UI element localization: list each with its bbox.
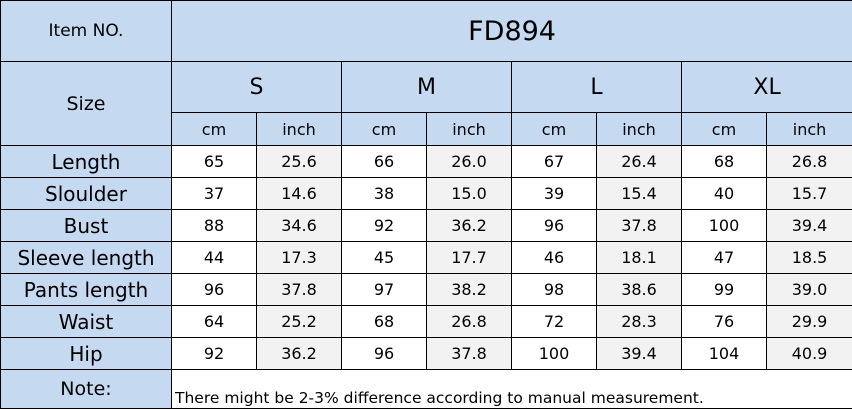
- unit-inch: inch: [257, 113, 342, 146]
- row-label: Hip: [1, 338, 172, 370]
- unit-inch: inch: [597, 113, 682, 146]
- cell-cm: 37: [172, 178, 257, 210]
- unit-cm: cm: [682, 113, 767, 146]
- cell-cm: 68: [342, 306, 427, 338]
- row-label: Sleeve length: [1, 242, 172, 274]
- cell-cm: 67: [512, 146, 597, 178]
- cell-cm: 100: [512, 338, 597, 370]
- cell-cm: 99: [682, 274, 767, 306]
- cell-cm: 96: [172, 274, 257, 306]
- cell-cm: 45: [342, 242, 427, 274]
- row-label: Waist: [1, 306, 172, 338]
- cell-cm: 47: [682, 242, 767, 274]
- cell-inch: 39.0: [767, 274, 852, 306]
- unit-cm: cm: [342, 113, 427, 146]
- cell-cm: 97: [342, 274, 427, 306]
- cell-inch: 36.2: [257, 338, 342, 370]
- cell-cm: 68: [682, 146, 767, 178]
- cell-inch: 39.4: [597, 338, 682, 370]
- cell-inch: 40.9: [767, 338, 852, 370]
- size-xl: XL: [682, 62, 852, 113]
- unit-inch: inch: [427, 113, 512, 146]
- cell-cm: 65: [172, 146, 257, 178]
- cell-inch: 38.6: [597, 274, 682, 306]
- cell-inch: 26.8: [767, 146, 852, 178]
- cell-inch: 26.4: [597, 146, 682, 178]
- cell-cm: 98: [512, 274, 597, 306]
- cell-inch: 36.2: [427, 210, 512, 242]
- cell-cm: 76: [682, 306, 767, 338]
- cell-inch: 37.8: [597, 210, 682, 242]
- cell-cm: 88: [172, 210, 257, 242]
- cell-inch: 38.2: [427, 274, 512, 306]
- cell-inch: 25.6: [257, 146, 342, 178]
- size-s: S: [172, 62, 342, 113]
- size-l: L: [512, 62, 682, 113]
- cell-cm: 38: [342, 178, 427, 210]
- cell-inch: 15.0: [427, 178, 512, 210]
- item-row: Item NO. FD894: [1, 1, 852, 62]
- cell-cm: 44: [172, 242, 257, 274]
- cell-cm: 92: [342, 210, 427, 242]
- cell-inch: 28.3: [597, 306, 682, 338]
- cell-inch: 34.6: [257, 210, 342, 242]
- cell-inch: 26.0: [427, 146, 512, 178]
- unit-inch: inch: [767, 113, 852, 146]
- cell-inch: 29.9: [767, 306, 852, 338]
- cell-inch: 17.3: [257, 242, 342, 274]
- size-row: Size S M L XL: [1, 62, 852, 113]
- item-number: FD894: [172, 1, 852, 62]
- cell-inch: 14.6: [257, 178, 342, 210]
- cell-inch: 17.7: [427, 242, 512, 274]
- cell-cm: 64: [172, 306, 257, 338]
- cell-cm: 104: [682, 338, 767, 370]
- row-label: Bust: [1, 210, 172, 242]
- cell-inch: 18.5: [767, 242, 852, 274]
- row-label: Pants length: [1, 274, 172, 306]
- cell-inch: 37.8: [257, 274, 342, 306]
- item-label: Item NO.: [1, 1, 172, 62]
- cell-inch: 37.8: [427, 338, 512, 370]
- size-label: Size: [1, 62, 172, 146]
- note-label: Note:: [1, 370, 172, 409]
- cell-inch: 39.4: [767, 210, 852, 242]
- unit-cm: cm: [512, 113, 597, 146]
- cell-cm: 96: [512, 210, 597, 242]
- cell-inch: 26.8: [427, 306, 512, 338]
- cell-cm: 66: [342, 146, 427, 178]
- cell-inch: 15.4: [597, 178, 682, 210]
- unit-cm: cm: [172, 113, 257, 146]
- note-text: There might be 2-3% difference according…: [172, 370, 852, 409]
- cell-cm: 40: [682, 178, 767, 210]
- cell-cm: 96: [342, 338, 427, 370]
- row-label: Length: [1, 146, 172, 178]
- size-m: M: [342, 62, 512, 113]
- cell-cm: 92: [172, 338, 257, 370]
- row-label: Sloulder: [1, 178, 172, 210]
- cell-inch: 18.1: [597, 242, 682, 274]
- cell-cm: 39: [512, 178, 597, 210]
- cell-inch: 15.7: [767, 178, 852, 210]
- cell-cm: 46: [512, 242, 597, 274]
- cell-cm: 72: [512, 306, 597, 338]
- note-row: Note:There might be 2-3% difference acco…: [1, 370, 852, 409]
- cell-cm: 100: [682, 210, 767, 242]
- cell-inch: 25.2: [257, 306, 342, 338]
